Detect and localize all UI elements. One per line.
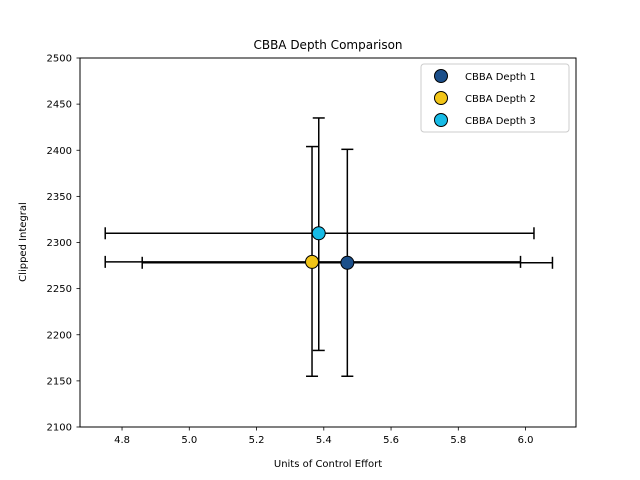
y-tick-label: 2100 bbox=[47, 423, 72, 434]
legend-marker bbox=[434, 91, 448, 105]
y-tick-label: 2250 bbox=[47, 284, 72, 295]
y-tick-label: 2300 bbox=[47, 238, 72, 249]
x-tick-label: 4.8 bbox=[114, 435, 130, 446]
x-tick-label: 5.0 bbox=[181, 435, 197, 446]
y-tick-label: 2450 bbox=[47, 100, 72, 111]
legend-label: CBBA Depth 1 bbox=[465, 72, 536, 83]
data-point bbox=[340, 255, 355, 270]
data-point bbox=[311, 226, 326, 241]
legend-frame bbox=[420, 63, 570, 133]
x-tick-label: 5.8 bbox=[450, 435, 466, 446]
legend-label: CBBA Depth 3 bbox=[465, 116, 536, 127]
y-tick-label: 2500 bbox=[47, 54, 72, 65]
x-tick-label: 5.6 bbox=[383, 435, 399, 446]
legend: CBBA Depth 1 CBBA Depth 2 CBBA Depth 3 bbox=[420, 63, 570, 133]
chart-title: CBBA Depth Comparison bbox=[253, 38, 402, 52]
legend-marker bbox=[434, 113, 448, 127]
data-point bbox=[305, 254, 320, 269]
axes: 4.8 5.0 5.2 5.4 5.6 5.8 6.0 2100 2150 2200 2250 230… bbox=[47, 54, 577, 446]
data-points bbox=[305, 226, 355, 270]
y-tick-label: 2350 bbox=[47, 192, 72, 203]
x-axis-label: Units of Control Effort bbox=[274, 459, 382, 470]
x-tick-label: 6.0 bbox=[518, 435, 534, 446]
y-tick-label: 2200 bbox=[47, 330, 72, 341]
x-tick-label: 5.4 bbox=[316, 435, 332, 446]
y-tick-label: 2150 bbox=[47, 376, 72, 387]
x-tick-label: 5.2 bbox=[249, 435, 265, 446]
y-axis-label: Clipped Integral bbox=[18, 202, 29, 282]
y-tick-label: 2400 bbox=[47, 146, 72, 157]
legend-marker bbox=[434, 69, 448, 83]
legend-label: CBBA Depth 2 bbox=[465, 94, 536, 105]
